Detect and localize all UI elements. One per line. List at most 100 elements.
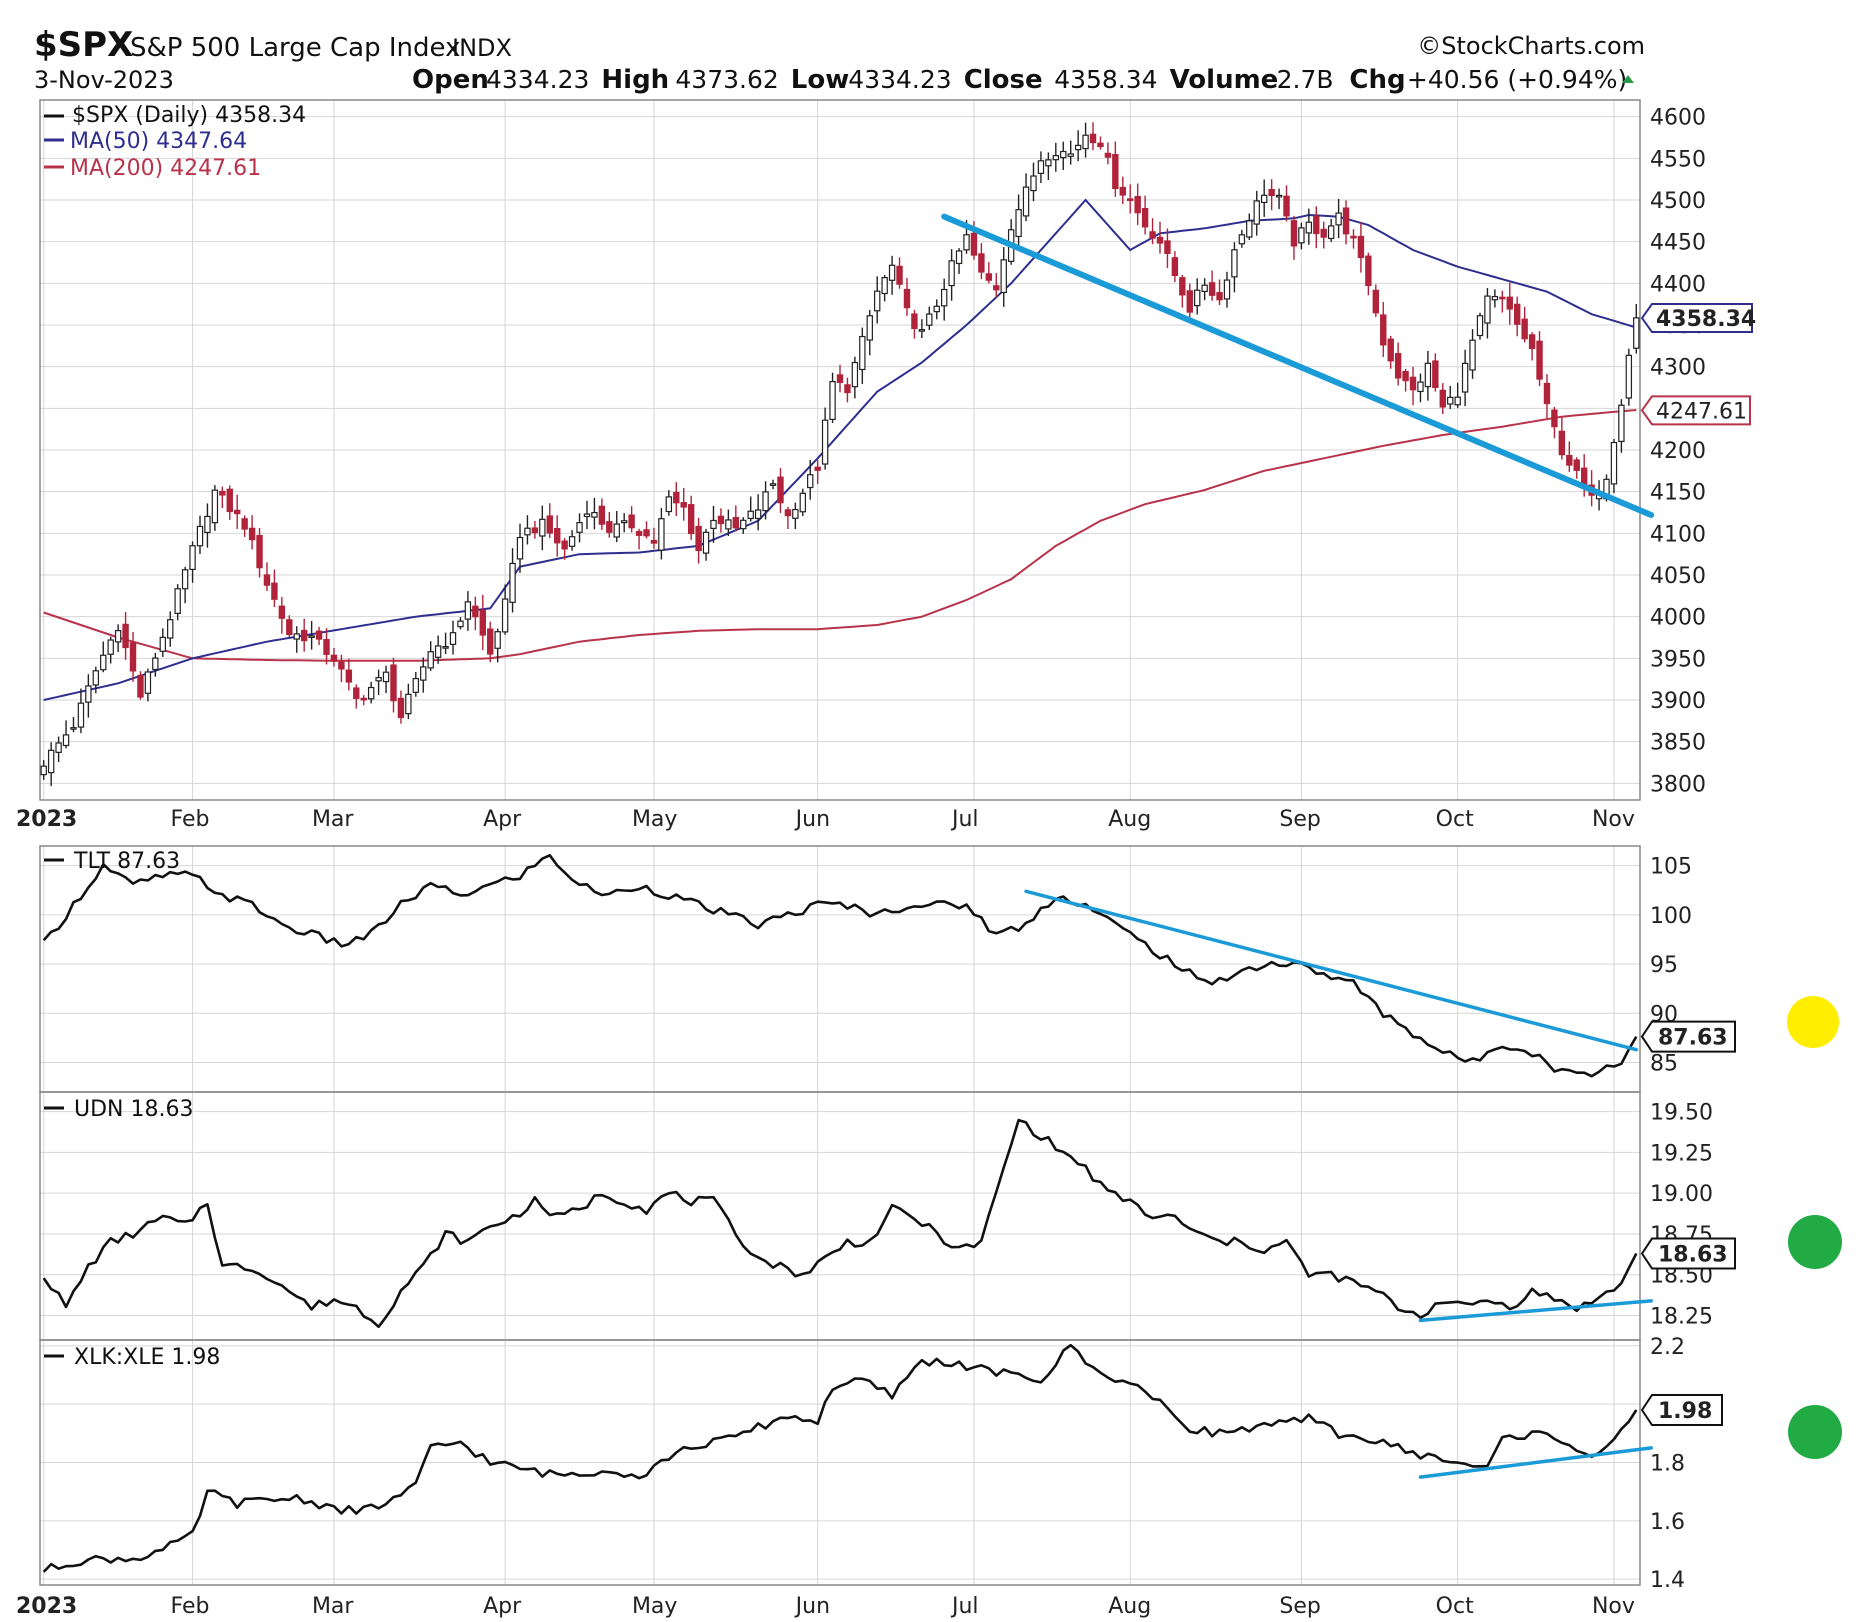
candle-body	[948, 260, 955, 287]
x-tick-label: Aug	[1108, 807, 1151, 832]
candle-body	[531, 527, 539, 534]
candle-body	[1134, 196, 1141, 214]
candle-body	[1447, 396, 1454, 405]
x-tick-label-bottom: Jul	[950, 1594, 979, 1619]
candle-body	[137, 674, 144, 698]
panel-frame	[39, 845, 1641, 1093]
candle-body	[1566, 454, 1573, 466]
candle-body	[107, 639, 114, 655]
candle-body	[1372, 289, 1380, 314]
y-tick-label: 3900	[1650, 689, 1706, 714]
candle-body	[174, 588, 181, 614]
y-tick-label: 3800	[1650, 772, 1706, 797]
candle-body	[1320, 228, 1327, 238]
candle-body	[1521, 318, 1528, 340]
candle-body	[330, 654, 338, 662]
candle-body	[1365, 255, 1372, 287]
candle-body	[687, 504, 695, 535]
price-trendline	[941, 213, 1655, 518]
candle-body	[1201, 284, 1208, 293]
candle-body	[1246, 220, 1253, 238]
candle-body	[1573, 459, 1580, 471]
green-status-dot-1	[1788, 1215, 1842, 1269]
y-tick-label: 4500	[1650, 189, 1706, 214]
candle-body	[881, 277, 888, 295]
candle-body	[1037, 160, 1045, 174]
candle-body	[263, 574, 271, 586]
stat-label-high: High	[601, 65, 669, 95]
candle-body	[1432, 360, 1439, 388]
last-value-box	[1640, 1020, 1736, 1053]
y-tick-label: 3850	[1650, 731, 1706, 756]
candle-body	[338, 661, 345, 670]
panel-frame	[39, 1339, 1641, 1586]
candle-body	[747, 510, 754, 520]
legend-ratio: XLK:XLE 1.98	[74, 1345, 220, 1370]
stat-label-close: Close	[964, 65, 1043, 95]
candle-body	[740, 519, 747, 530]
y-tick-label: 4050	[1650, 564, 1706, 589]
y-tick-label: 19.50	[1650, 1101, 1713, 1126]
date-label: 3-Nov-2023	[34, 66, 174, 94]
candle-body	[204, 515, 211, 534]
candle-body	[1387, 338, 1394, 362]
candle-body	[658, 518, 665, 551]
x-tick-label: Nov	[1592, 807, 1635, 832]
candle-body	[896, 265, 903, 285]
candle-body	[129, 642, 137, 672]
last-value-box	[1640, 303, 1753, 334]
candle-body	[554, 528, 561, 544]
candle-body	[1454, 396, 1461, 406]
candle-body	[1208, 282, 1216, 296]
candle-body	[412, 677, 420, 693]
y-tick-label: 95	[1650, 953, 1678, 978]
x-tick-label-bottom: Feb	[171, 1594, 210, 1619]
candle-body	[114, 630, 122, 643]
candle-body	[241, 518, 248, 530]
candle-body	[933, 305, 940, 313]
xlk-xle-series-line	[42, 1343, 1638, 1573]
candle-body	[888, 264, 896, 281]
candle-body	[762, 491, 769, 512]
candle-body	[1231, 249, 1238, 278]
candle-body	[248, 527, 256, 541]
candle-body	[926, 313, 933, 326]
y-tick-label: 1.6	[1650, 1510, 1685, 1535]
y-tick-label: 4550	[1650, 147, 1706, 172]
candle-body	[1260, 194, 1268, 204]
legend-udn: UDN 18.63	[74, 1097, 193, 1122]
candle-body	[591, 512, 598, 518]
candle-body	[293, 633, 300, 640]
candle-body	[1335, 212, 1342, 226]
y-tick-label: 4150	[1650, 481, 1706, 506]
candle-body	[792, 508, 799, 519]
candle-body	[40, 765, 47, 776]
candle-body	[1543, 382, 1551, 405]
udn-trendline	[1418, 1299, 1653, 1323]
candle-body	[1298, 227, 1305, 244]
candle-body	[1342, 207, 1350, 235]
candle-body	[851, 361, 859, 388]
last-value-box	[1640, 1237, 1736, 1270]
candle-body	[457, 620, 464, 628]
candle-body	[769, 483, 777, 486]
candle-body	[159, 636, 166, 652]
candle-body	[501, 598, 509, 633]
source-label: ©StockCharts.com	[1417, 32, 1645, 60]
exchange-label: INDX	[452, 34, 512, 62]
ma200-line	[43, 409, 1637, 662]
candle-body	[1528, 334, 1536, 350]
candle-body	[47, 749, 55, 774]
candle-body	[390, 664, 397, 702]
candle-body	[1350, 235, 1357, 239]
candle-body	[1394, 353, 1402, 379]
y-tick-label: 4100	[1650, 522, 1706, 547]
y-tick-label: 4000	[1650, 606, 1706, 631]
candle-body	[1253, 200, 1260, 225]
candle-body	[829, 380, 836, 420]
candle-body	[993, 285, 1000, 291]
candle-body	[1380, 314, 1387, 346]
y-tick-label: 19.00	[1650, 1182, 1713, 1207]
